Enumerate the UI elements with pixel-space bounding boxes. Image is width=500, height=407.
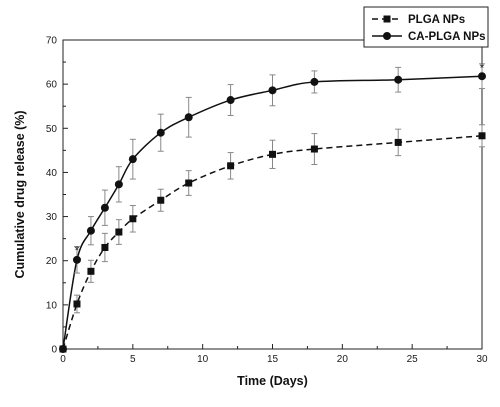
legend-box bbox=[363, 6, 489, 48]
data-point-circle bbox=[72, 255, 81, 264]
data-point-square bbox=[87, 267, 95, 275]
data-point-circle bbox=[268, 86, 277, 95]
y-tick-label: 40 bbox=[46, 168, 58, 179]
data-point-square bbox=[129, 215, 137, 223]
y-axis-title: Cumulative drug release (%) bbox=[13, 110, 27, 278]
x-tick-label: 5 bbox=[130, 354, 136, 365]
data-point-circle bbox=[86, 226, 95, 235]
data-point-square bbox=[185, 179, 193, 187]
x-tick-label: 0 bbox=[60, 354, 66, 365]
significance-asterisk: * bbox=[75, 244, 80, 258]
data-point-square bbox=[478, 132, 486, 140]
data-point-circle bbox=[226, 96, 235, 105]
y-tick-label: 50 bbox=[46, 124, 58, 135]
data-point-square bbox=[73, 300, 81, 308]
y-tick-label: 60 bbox=[46, 80, 58, 91]
data-point-circle bbox=[310, 77, 319, 86]
data-point-circle bbox=[59, 345, 67, 353]
significance-asterisk: * bbox=[480, 61, 485, 75]
data-point-square bbox=[269, 150, 276, 158]
data-point-square bbox=[101, 243, 109, 251]
x-tick-label: 15 bbox=[267, 354, 279, 365]
y-tick-label: 20 bbox=[46, 256, 58, 267]
x-tick-label: 25 bbox=[407, 354, 419, 365]
y-tick-label: 70 bbox=[46, 36, 58, 47]
data-point-circle bbox=[184, 113, 193, 122]
legend-marker-circle bbox=[383, 32, 391, 40]
legend-label-0: PLGA NPs bbox=[408, 14, 465, 26]
legend-label-1: CA-PLGA NPs bbox=[408, 31, 486, 43]
data-point-square bbox=[115, 228, 123, 236]
x-tick-label: 10 bbox=[197, 354, 209, 365]
data-point-circle bbox=[156, 128, 165, 137]
y-tick-label: 0 bbox=[51, 345, 57, 356]
data-point-square bbox=[227, 162, 235, 170]
data-point-circle bbox=[100, 203, 109, 212]
legend-marker-square bbox=[383, 15, 391, 23]
data-point-square bbox=[157, 196, 165, 204]
data-point-circle bbox=[478, 72, 486, 81]
x-tick-label: 30 bbox=[476, 354, 488, 365]
y-tick-label: 10 bbox=[46, 300, 58, 311]
data-point-circle bbox=[128, 155, 137, 164]
series-line-1 bbox=[62, 75, 483, 350]
x-tick-label: 20 bbox=[337, 354, 349, 365]
data-point-circle bbox=[114, 180, 123, 189]
data-point-square bbox=[394, 138, 402, 146]
x-axis-title: Time (Days) bbox=[237, 374, 308, 388]
data-point-square bbox=[310, 145, 318, 153]
y-tick-label: 30 bbox=[46, 212, 58, 223]
data-point-circle bbox=[394, 75, 403, 84]
